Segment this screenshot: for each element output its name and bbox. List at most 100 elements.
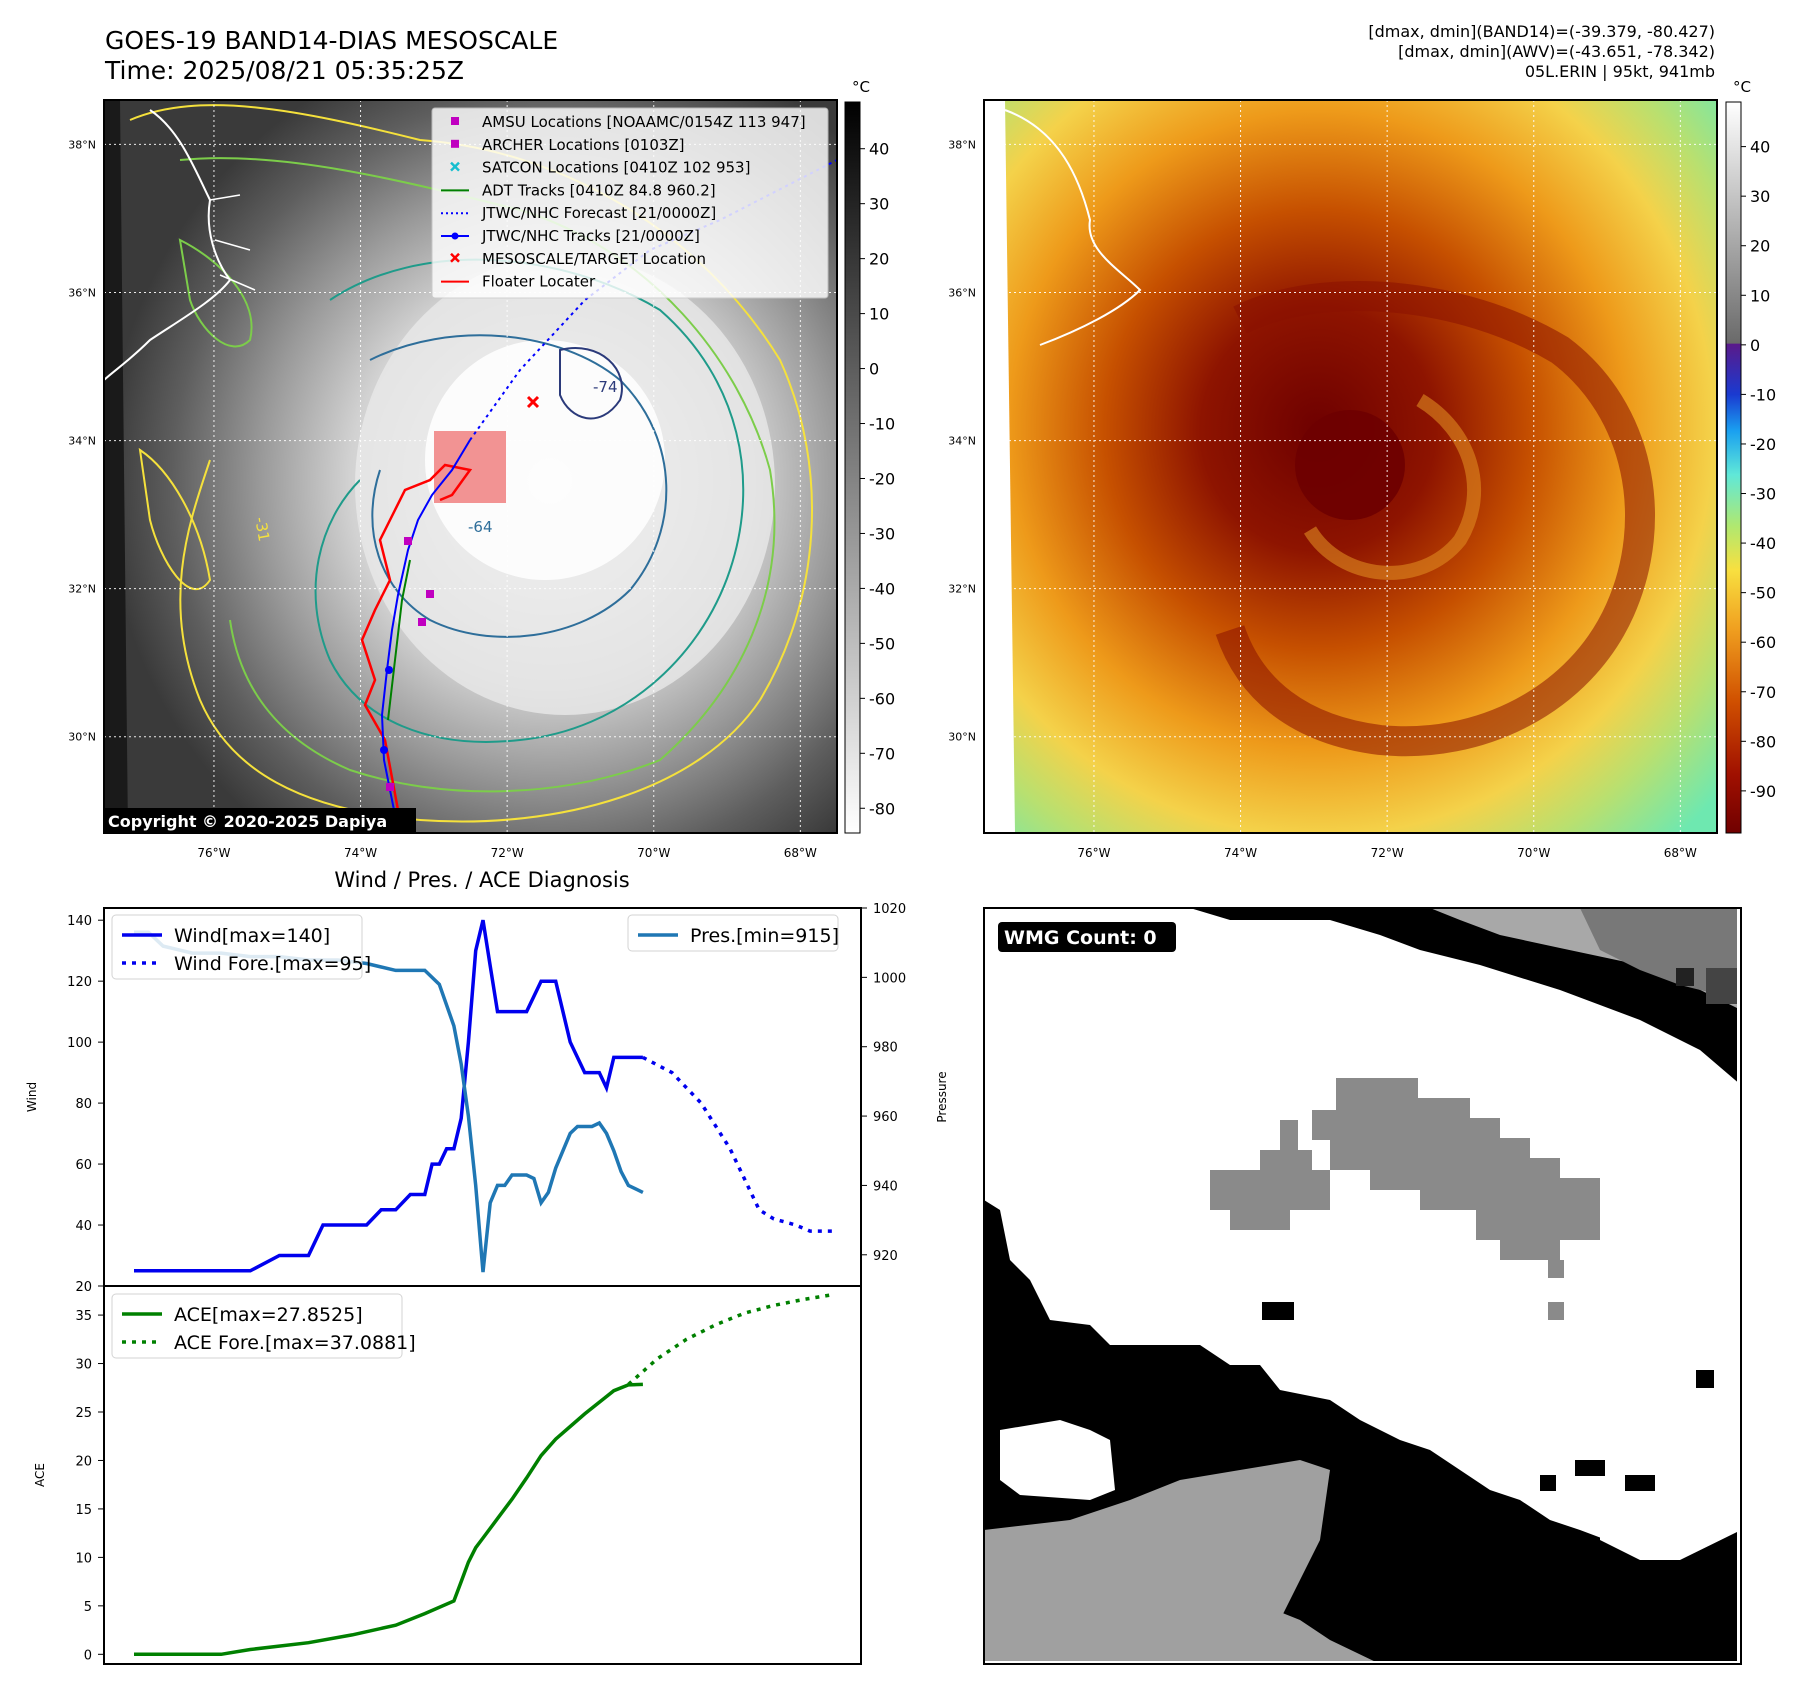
windTicks-rtick-3: 980	[873, 1041, 898, 1056]
contour-blue	[369, 334, 668, 638]
stats-awv: [dmax, dmin](AWV)=(-43.651, -78.342)	[1398, 42, 1715, 61]
windTicks-tick-2: 60	[75, 1158, 92, 1173]
cbarRticks-tick-7: -30	[1750, 485, 1776, 504]
lon-label-0-1: 74°W	[344, 846, 377, 860]
lon-label-1-0: 76°W	[1077, 846, 1110, 860]
lat-label-1-4: 30°N	[948, 731, 976, 744]
lat-label-1-2: 34°N	[948, 435, 976, 448]
cbarLticks-tick-10: -60	[869, 689, 895, 708]
cbarRticks-tick-5: -10	[1750, 385, 1776, 404]
legend-label-6: MESOSCALE/TARGET Location	[482, 250, 706, 268]
lon-label-0-3: 70°W	[637, 846, 670, 860]
legend-label-0: AMSU Locations [NOAAMC/0154Z 113 947]	[482, 113, 806, 131]
cbarRticks-tick-4: 0	[1750, 336, 1760, 355]
windLegend-label-0: Wind[max=140]	[174, 925, 330, 947]
cbarRticks-tick-12: -80	[1750, 732, 1776, 751]
lat-label-0-0: 38°N	[68, 138, 96, 151]
lon-label-0-4: 68°W	[784, 846, 817, 860]
aceTicks-tick-0: 0	[84, 1648, 92, 1663]
floater-box	[434, 431, 506, 503]
cbarLticks-tick-1: 30	[869, 195, 889, 214]
aceTicks-tick-6: 30	[75, 1358, 92, 1373]
cbarRticks-tick-9: -50	[1750, 584, 1776, 603]
figure-title: GOES-19 BAND14-DIAS MESOSCALE Time: 2025…	[105, 26, 558, 86]
wind-axis-label: Wind	[25, 1082, 39, 1112]
aceTicks-tick-1: 5	[84, 1600, 92, 1615]
lat-label-1-3: 32°N	[948, 583, 976, 596]
cbarRticks-tick-8: -40	[1750, 534, 1776, 553]
cbarLticks-tick-6: -20	[869, 469, 895, 488]
cbarRticks-tick-0: 40	[1750, 138, 1770, 157]
contour-yellow	[129, 104, 813, 823]
cbarLticks-tick-4: 0	[869, 360, 879, 379]
cbarRticks-tick-11: -70	[1750, 683, 1776, 702]
lat-label-1-1: 36°N	[948, 287, 976, 300]
enhanced-colorbar-unit: °C	[1733, 78, 1751, 96]
windTicks-tick-6: 140	[67, 914, 92, 929]
legend-label-1: ARCHER Locations [0103Z]	[482, 136, 685, 154]
jtwc-forecast	[469, 159, 837, 441]
figure-title-line2: Time: 2025/08/21 05:35:25Z	[105, 56, 464, 85]
ir-map-panel: -64 -31 -74 AMSU Locations [NOAAMC/0154Z…	[103, 99, 838, 834]
legend-label-7: Floater Locater	[482, 273, 596, 291]
windTicks-tick-5: 120	[67, 975, 92, 990]
lat-label-0-1: 36°N	[68, 287, 96, 300]
wmg-panel: WMG Count: 0	[983, 907, 1742, 1665]
copyright-label: Copyright © 2020-2025 Dapiya	[108, 812, 387, 831]
wmg-count-label: WMG Count: 0	[1004, 927, 1157, 949]
windTicks-tick-1: 40	[75, 1219, 92, 1234]
aceTicks-tick-5: 25	[75, 1406, 92, 1421]
map-legend: AMSU Locations [NOAAMC/0154Z 113 947] ARC…	[431, 107, 829, 299]
windTicks-rtick-2: 960	[873, 1110, 898, 1125]
stats-storm: 05L.ERIN | 95kt, 941mb	[1524, 62, 1715, 81]
cbarRticks-tick-2: 20	[1750, 237, 1770, 256]
series-aceSeries-1	[627, 1293, 833, 1386]
cbarLticks-tick-8: -40	[869, 579, 895, 598]
windLegend-label-1: Wind Fore.[max=95]	[174, 953, 371, 975]
cbarLticks-tick-0: 40	[869, 140, 889, 159]
cbarRticks-tick-1: 30	[1750, 187, 1770, 206]
lat-label-0-3: 32°N	[68, 583, 96, 596]
lat-label-1-0: 38°N	[948, 138, 976, 151]
windTicks-rtick-0: 920	[873, 1249, 898, 1264]
lat-label-0-4: 30°N	[68, 731, 96, 744]
cbarRticks-tick-10: -60	[1750, 633, 1776, 652]
aceLegend-label-0: ACE[max=27.8525]	[174, 1304, 363, 1326]
lon-label-1-2: 72°W	[1371, 846, 1404, 860]
legend-label-5: JTWC/NHC Tracks [21/0000Z]	[481, 227, 700, 245]
windLegend-label-0: Pres.[min=915]	[690, 925, 839, 947]
contour-navy	[559, 347, 623, 420]
cbarLticks-tick-11: -70	[869, 744, 895, 763]
windTicks-rtick-1: 940	[873, 1179, 898, 1194]
stats-band14: [dmax, dmin](BAND14)=(-39.379, -80.427)	[1368, 22, 1715, 41]
adt-track	[387, 559, 411, 721]
legend-symbol-0	[451, 117, 459, 125]
cbarLticks-tick-9: -50	[869, 634, 895, 653]
legend-label-3: ADT Tracks [0410Z 84.8 960.2]	[482, 181, 716, 199]
lon-label-1-4: 68°W	[1664, 846, 1697, 860]
contour-label-31: -31	[251, 516, 273, 543]
aceTicks-tick-4: 20	[75, 1454, 92, 1469]
series-aceSeries-0	[134, 1382, 643, 1657]
cbarLticks-tick-5: -10	[869, 415, 895, 434]
diagnosis-title: Wind / Pres. / ACE Diagnosis	[334, 868, 629, 892]
target-marker	[526, 395, 540, 409]
stats-block: [dmax, dmin](BAND14)=(-39.379, -80.427) …	[1368, 22, 1715, 82]
enhanced-map-panel	[983, 99, 1718, 834]
pressure-axis-label: Pressure	[935, 1071, 949, 1122]
cbarLticks-tick-3: 10	[869, 305, 889, 324]
lat-label-0-2: 34°N	[68, 435, 96, 448]
figure-title-line1: GOES-19 BAND14-DIAS MESOSCALE	[105, 26, 559, 55]
windTicks-tick-0: 20	[75, 1280, 92, 1295]
lon-label-1-1: 74°W	[1224, 846, 1257, 860]
cbarRticks-tick-13: -90	[1750, 782, 1776, 801]
contour-label-64: -64	[468, 518, 493, 536]
cbarRticks-tick-3: 10	[1750, 286, 1770, 305]
floater-track	[360, 463, 473, 811]
lon-label-1-3: 70°W	[1517, 846, 1550, 860]
contour-label-74: -74	[593, 378, 618, 396]
lon-label-0-2: 72°W	[491, 846, 524, 860]
series-windSeries-0	[134, 919, 643, 1273]
enhanced-colorbar: °C 40 30 20 10 0 -10 -20 -30 -40 -50 -60 -70 -80 -90	[1725, 78, 1776, 834]
aceTicks-tick-2: 10	[75, 1551, 92, 1566]
